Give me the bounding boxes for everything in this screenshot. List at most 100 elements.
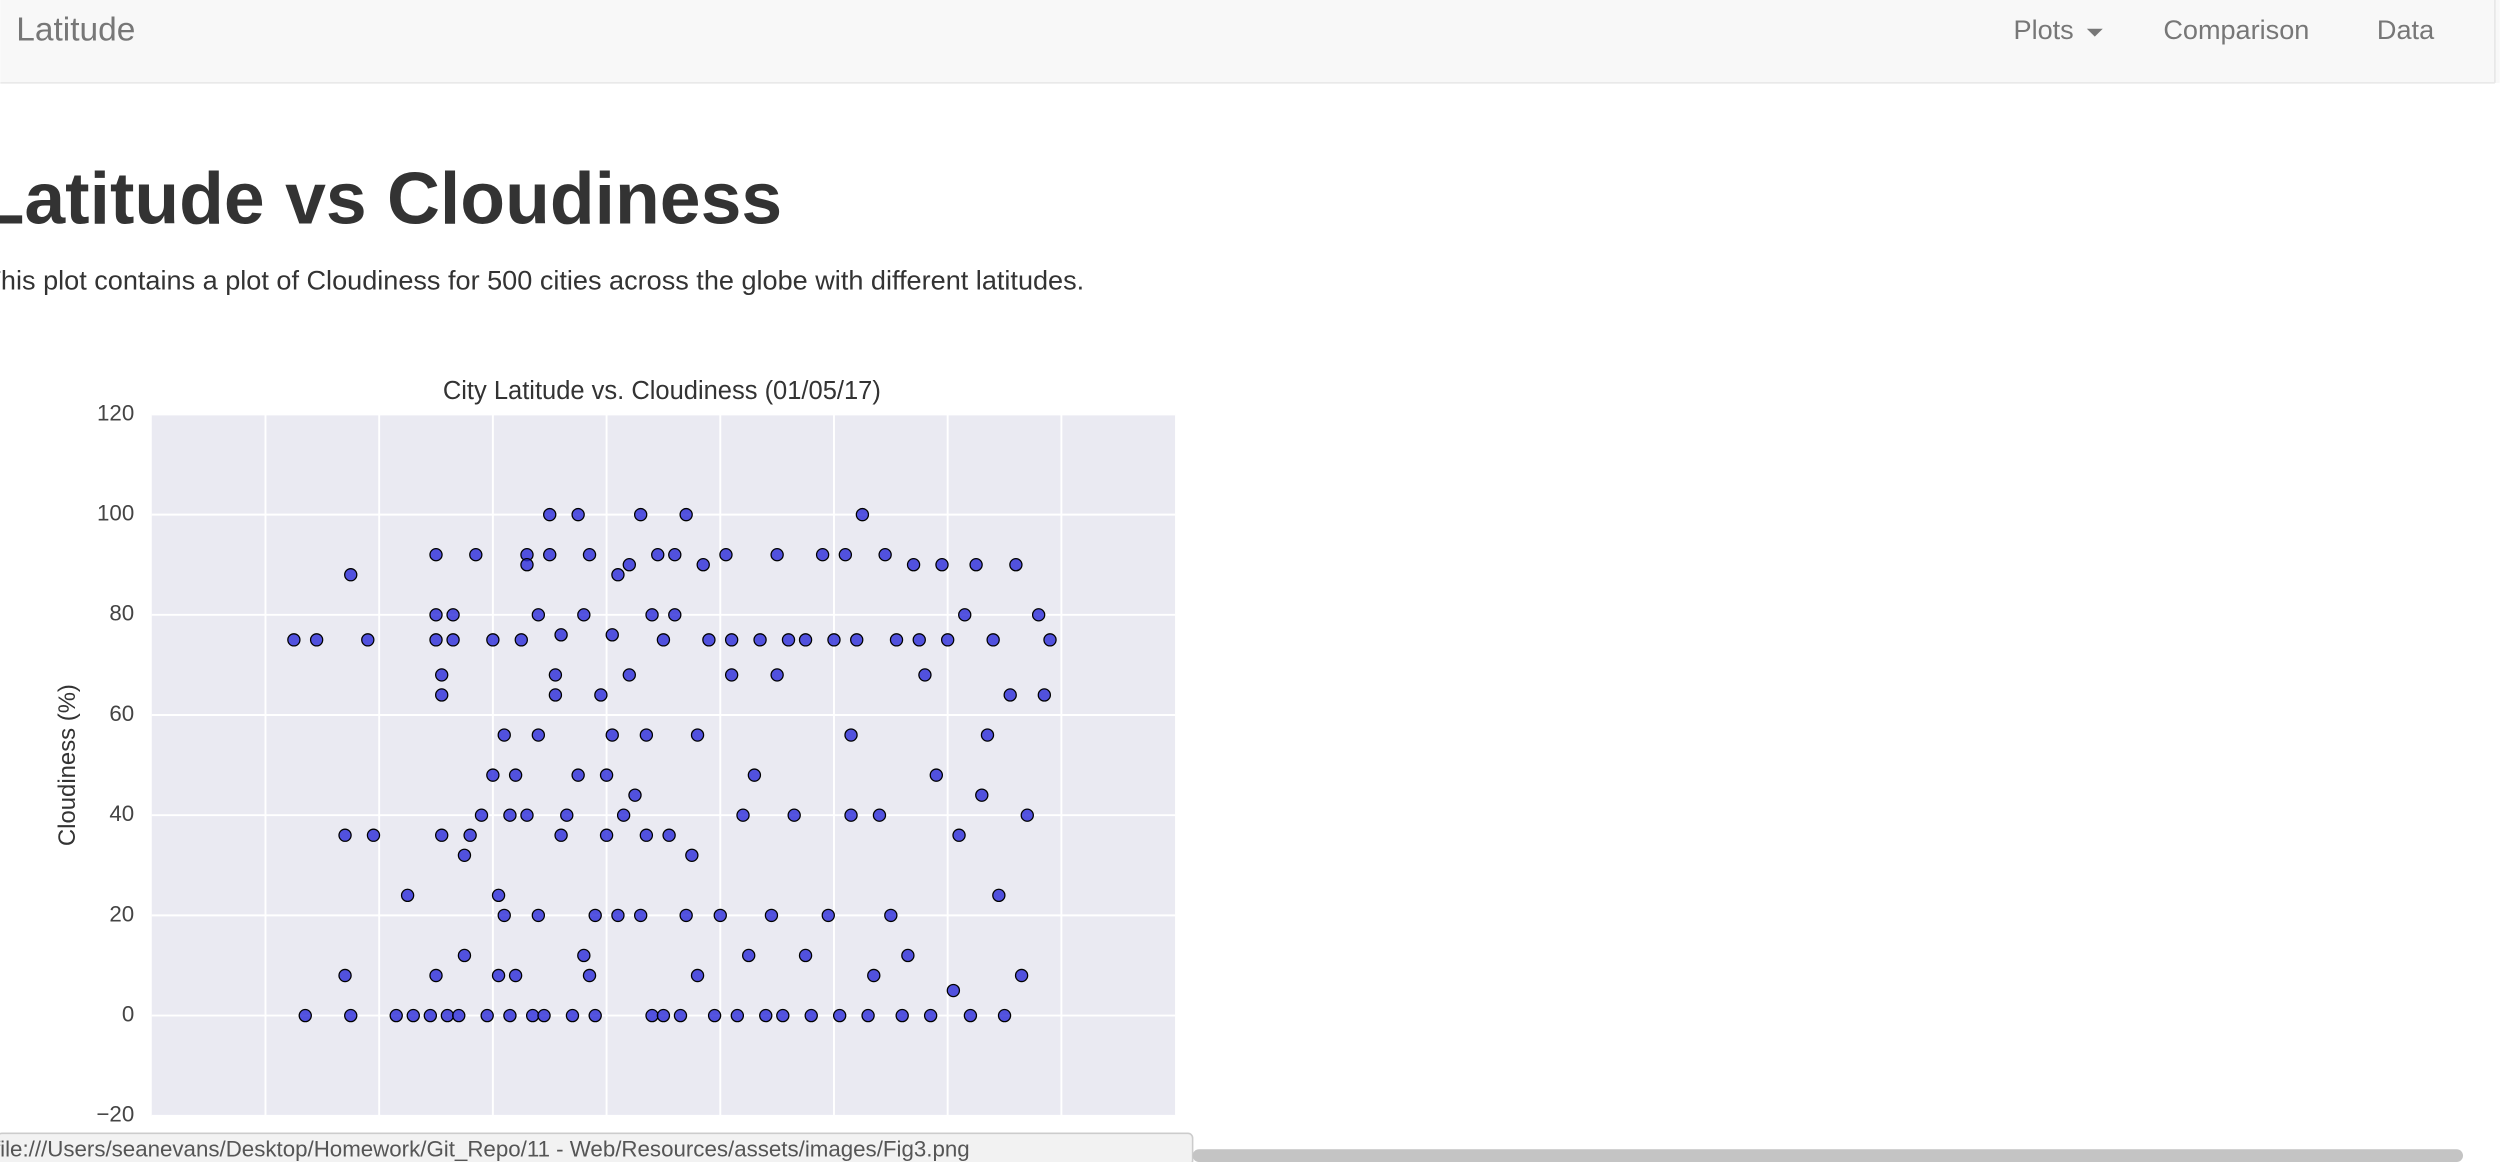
data-point (719, 548, 733, 562)
data-point (400, 888, 415, 903)
data-point (633, 908, 648, 923)
data-point (406, 1008, 420, 1023)
nav-data[interactable]: Data (2377, 14, 2435, 45)
data-point (923, 1008, 938, 1023)
data-point (469, 548, 483, 562)
data-point (599, 828, 614, 842)
data-point (1037, 688, 1052, 702)
data-point (1031, 608, 1046, 622)
data-point (804, 1008, 818, 1023)
nav-comparison[interactable]: Comparison (2163, 14, 2309, 45)
data-point (435, 828, 449, 842)
data-point (531, 908, 546, 923)
data-point (537, 1008, 551, 1023)
data-point (770, 548, 784, 562)
data-point (560, 808, 574, 822)
data-point (491, 888, 506, 903)
data-point (662, 828, 676, 842)
data-point (742, 948, 756, 963)
data-point (878, 548, 892, 562)
data-point (548, 688, 563, 702)
data-point (952, 828, 966, 842)
data-point (838, 548, 853, 562)
data-point (975, 788, 989, 802)
data-point (571, 768, 585, 782)
data-point (554, 628, 568, 642)
data-point (651, 548, 665, 562)
data-point (588, 1008, 602, 1023)
data-point (605, 628, 619, 642)
data-point (480, 1008, 494, 1023)
data-point (628, 788, 642, 802)
data-point (707, 1008, 722, 1023)
data-point (668, 608, 682, 622)
data-point (633, 507, 648, 522)
data-point (906, 558, 921, 572)
plot (151, 413, 1176, 1117)
data-point (457, 848, 472, 862)
plot-area (151, 414, 1176, 1116)
data-point (531, 608, 546, 622)
y-tick-label: −20 (96, 1102, 134, 1127)
data-point (690, 968, 705, 983)
data-point (656, 633, 671, 647)
data-point (787, 808, 801, 822)
data-point (508, 768, 523, 782)
data-point (861, 1008, 875, 1023)
data-point (435, 668, 449, 682)
data-point (855, 507, 870, 522)
dropdown-caret[interactable] (2086, 28, 2103, 37)
data-point (298, 1008, 312, 1023)
data-point (474, 808, 489, 822)
status-url: file:///Users/seanevans/Desktop/Homework… (0, 1137, 970, 1162)
data-point (884, 908, 898, 923)
brand[interactable]: Latitude (16, 12, 135, 49)
data-point (435, 688, 449, 702)
navbar (0, 0, 2500, 83)
data-point (457, 948, 472, 963)
data-point (656, 1008, 671, 1023)
data-point (912, 633, 926, 647)
data-point (702, 633, 716, 647)
data-point (1009, 558, 1023, 572)
data-point (1014, 968, 1029, 983)
data-point (958, 608, 972, 622)
data-point (497, 908, 511, 923)
data-point (844, 808, 858, 822)
data-point (673, 1008, 688, 1023)
data-point (867, 968, 881, 983)
data-point (582, 548, 597, 562)
data-point (429, 968, 443, 983)
data-point (992, 888, 1006, 903)
data-point (508, 968, 523, 983)
data-point (770, 668, 784, 682)
data-point (361, 633, 375, 647)
data-point (997, 1008, 1012, 1023)
data-point (497, 728, 511, 742)
data-point (736, 808, 750, 822)
data-point (503, 1008, 517, 1023)
data-point (287, 633, 301, 647)
status-bar (0, 1132, 1194, 1162)
scrollbar[interactable] (1192, 1149, 2464, 1162)
y-tick-label: 120 (97, 400, 134, 425)
data-point (452, 1008, 466, 1023)
data-point (685, 848, 699, 862)
data-point (577, 948, 591, 963)
data-point (622, 668, 637, 682)
y-tick-label: 0 (122, 1001, 134, 1026)
data-point (929, 768, 944, 782)
description: This plot contains a plot of Cloudiness … (0, 264, 1084, 295)
data-point (1020, 808, 1034, 822)
data-point (605, 728, 619, 742)
data-point (724, 668, 739, 682)
data-point (895, 1008, 909, 1023)
data-point (543, 507, 557, 522)
data-point (901, 948, 915, 963)
data-point (525, 1008, 540, 1023)
data-point (969, 558, 983, 572)
data-point (531, 728, 546, 742)
data-point (764, 908, 779, 923)
nav-plots[interactable]: Plots (2014, 14, 2074, 45)
